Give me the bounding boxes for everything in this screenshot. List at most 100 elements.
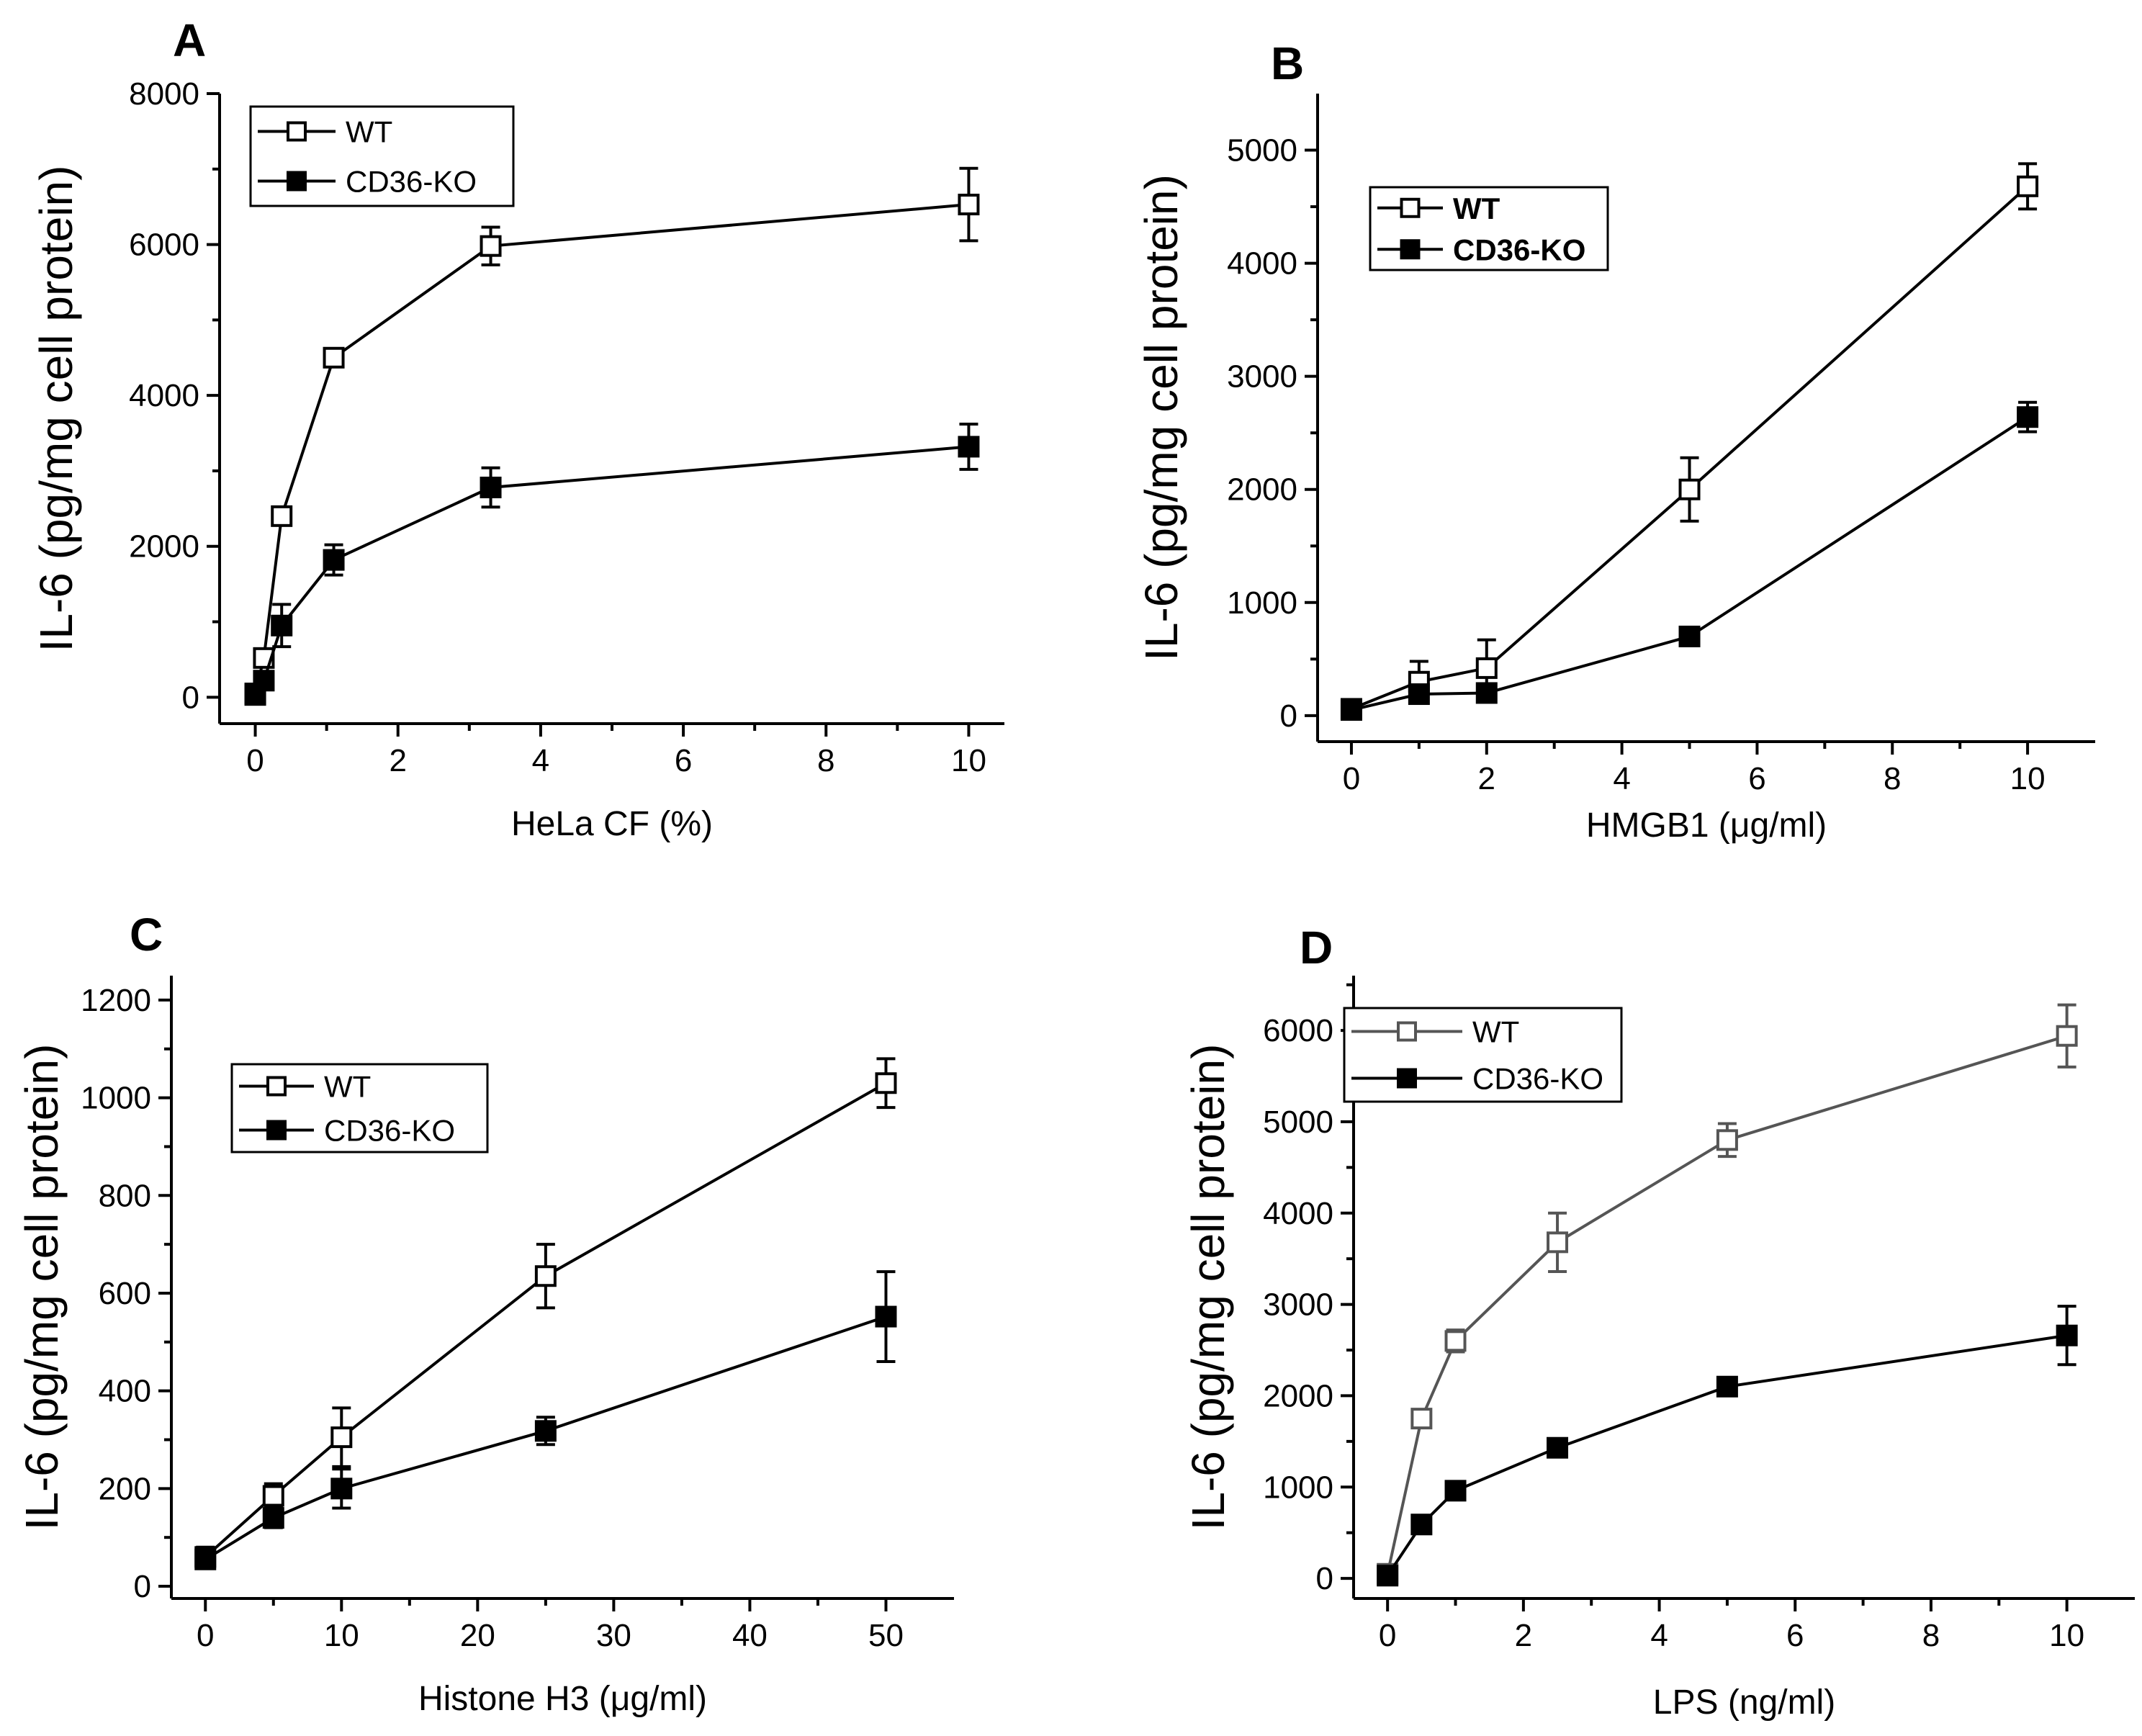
y-tick-label: 600 xyxy=(99,1276,151,1311)
data-point xyxy=(1410,1514,1433,1536)
panel-letter: D xyxy=(1300,922,1333,973)
y-tick-label: 1200 xyxy=(81,983,151,1018)
data-point xyxy=(875,1305,897,1328)
y-tick-label: 0 xyxy=(1280,698,1297,734)
legend-marker xyxy=(1400,239,1421,260)
series-wt xyxy=(194,1057,897,1568)
x-tick-label: 0 xyxy=(1379,1618,1396,1653)
legend-marker xyxy=(1397,1068,1417,1089)
y-tick-label: 200 xyxy=(99,1471,151,1506)
y-tick-label: 2000 xyxy=(1227,472,1297,508)
y-tick-label: 3000 xyxy=(1227,359,1297,395)
data-point xyxy=(330,1426,353,1449)
series-line xyxy=(253,445,969,696)
y-tick-label: 4000 xyxy=(1263,1196,1333,1231)
legend-marker xyxy=(266,1076,287,1097)
legend-label: CD36-KO xyxy=(324,1114,455,1148)
x-tick-label: 4 xyxy=(1613,761,1630,796)
y-tick-label: 0 xyxy=(1316,1561,1333,1596)
x-tick-label: 4 xyxy=(532,743,549,778)
legend: WT CD36-KO xyxy=(1343,1007,1623,1103)
x-tick-label: 2 xyxy=(1478,761,1495,796)
data-point xyxy=(194,1548,217,1570)
x-axis-label: HeLa CF (%) xyxy=(511,805,713,843)
legend-marker xyxy=(1397,1021,1417,1042)
panel-a: A 0 2 4 6 8 10 0 2000 4000 6000 8000 HeLa CF (%) IL-6… xyxy=(30,14,1004,843)
panel-letter: A xyxy=(173,14,206,66)
series-line xyxy=(253,203,969,694)
series-cd36-ko xyxy=(244,422,980,706)
x-tick-label: 10 xyxy=(324,1618,359,1653)
x-tick-label: 2 xyxy=(389,743,406,778)
y-tick-label: 6000 xyxy=(1263,1013,1333,1048)
y-tick-label: 4000 xyxy=(129,378,199,413)
x-tick-label: 2 xyxy=(1515,1618,1532,1653)
panel-b: B 0 2 4 6 8 10 0 1000 2000 3000 4000 5000 HMGB1 (μg/m… xyxy=(1135,37,2095,845)
legend-marker xyxy=(287,121,307,142)
legend-marker xyxy=(266,1120,287,1141)
data-point xyxy=(1678,478,1701,500)
y-axis-label: IL-6 (pg/mg cell protein) xyxy=(1135,174,1187,661)
x-tick-label: 20 xyxy=(460,1618,495,1653)
data-point xyxy=(1547,1436,1569,1459)
data-point xyxy=(1444,1330,1467,1352)
data-point xyxy=(958,436,980,458)
y-axis-label: IL-6 (pg/mg cell protein) xyxy=(30,166,82,652)
legend-marker xyxy=(287,171,307,192)
data-point xyxy=(253,670,275,692)
y-tick-label: 0 xyxy=(134,1569,151,1604)
data-point xyxy=(330,1478,353,1500)
data-point xyxy=(534,1420,557,1442)
y-tick-label: 5000 xyxy=(1263,1105,1333,1140)
legend-label: WT xyxy=(1472,1015,1519,1049)
y-tick-label: 3000 xyxy=(1263,1287,1333,1323)
x-tick-label: 0 xyxy=(197,1618,214,1653)
data-point xyxy=(1678,625,1701,647)
y-tick-label: 800 xyxy=(99,1178,151,1213)
series-cd36-ko xyxy=(194,1270,897,1570)
y-axis-label: IL-6 (pg/mg cell protein) xyxy=(16,1044,68,1531)
x-tick-label: 6 xyxy=(675,743,692,778)
x-tick-label: 40 xyxy=(732,1618,768,1653)
y-tick-label: 1000 xyxy=(1227,585,1297,621)
legend-label: WT xyxy=(1453,192,1500,225)
data-point xyxy=(323,346,345,369)
series-line xyxy=(204,1081,887,1558)
data-point xyxy=(480,477,502,499)
data-point xyxy=(875,1072,897,1094)
x-tick-label: 10 xyxy=(2010,761,2046,796)
data-point xyxy=(1475,682,1498,704)
data-point xyxy=(2017,175,2039,197)
x-tick-label: 6 xyxy=(1748,761,1765,796)
legend-marker xyxy=(1400,197,1421,218)
data-point xyxy=(1340,699,1362,721)
data-point xyxy=(262,1485,284,1507)
y-tick-label: 8000 xyxy=(129,76,199,112)
x-tick-label: 8 xyxy=(1884,761,1901,796)
data-point xyxy=(1444,1480,1467,1502)
x-tick-label: 30 xyxy=(596,1618,631,1653)
legend-label: CD36-KO xyxy=(1472,1062,1603,1096)
legend-label: CD36-KO xyxy=(1453,233,1585,266)
panel-letter: B xyxy=(1271,37,1304,89)
legend: WT CD36-KO xyxy=(1369,186,1609,271)
series-wt xyxy=(244,166,980,705)
panel-letter: C xyxy=(130,909,163,961)
legend-frame xyxy=(1343,1007,1623,1103)
data-point xyxy=(1716,1375,1738,1398)
y-tick-label: 2000 xyxy=(129,529,199,565)
data-point xyxy=(1408,683,1430,706)
data-point xyxy=(1475,657,1498,679)
x-tick-label: 8 xyxy=(817,743,834,778)
data-point xyxy=(271,505,293,527)
y-tick-label: 4000 xyxy=(1227,246,1297,282)
series-line xyxy=(1386,1334,2067,1577)
x-tick-label: 6 xyxy=(1786,1618,1804,1653)
series-line xyxy=(1386,1034,2068,1575)
data-point xyxy=(2056,1025,2078,1047)
x-tick-label: 4 xyxy=(1650,1618,1668,1653)
legend-label: WT xyxy=(324,1070,371,1104)
y-tick-label: 1000 xyxy=(1263,1470,1333,1505)
data-point xyxy=(262,1507,284,1529)
